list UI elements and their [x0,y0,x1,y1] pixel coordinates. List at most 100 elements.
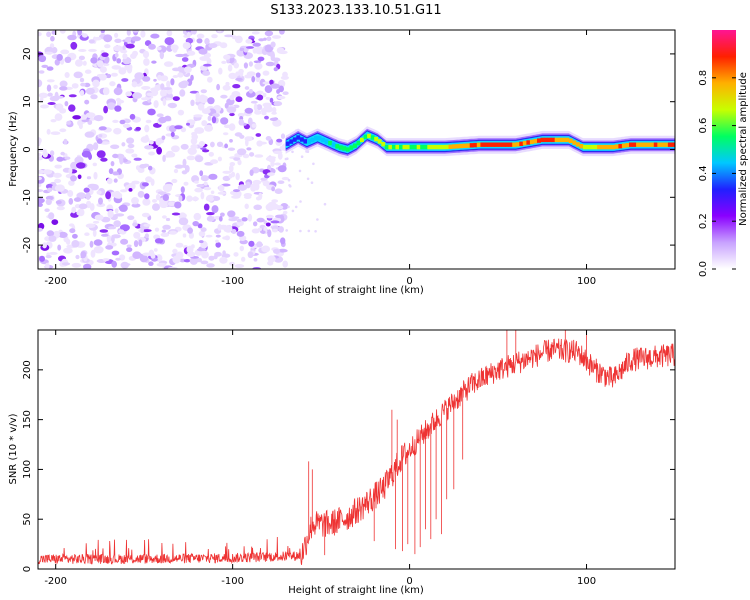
noise-blob [189,257,198,265]
signal-core [483,142,488,147]
noise-blob [248,89,253,94]
noise-blob [155,194,161,201]
signal-core [473,142,478,148]
noise-blob [64,72,70,78]
noise-blob [71,206,77,214]
noise-blob [229,139,233,143]
noise-blob [87,183,98,189]
noise-blob [169,230,177,235]
noise-blob [205,234,213,238]
noise-blob [66,120,72,125]
noise-blob [120,189,128,193]
noise-blob [47,102,56,105]
noise-blob [49,43,55,49]
noise-blob [203,181,208,186]
noise-blob [44,51,54,55]
noise-blob [132,222,138,227]
noise-blob [203,203,210,211]
noise-blob [269,117,278,122]
noise-blob [148,165,153,171]
noise-blob [269,79,274,86]
noise-blob [233,189,240,193]
noise-blob [316,218,319,221]
noise-blob [255,62,262,69]
noise-blob [70,41,78,50]
noise-blob [215,239,219,243]
noise-blob [271,111,277,115]
noise-blob [251,228,260,234]
noise-blob [124,118,131,124]
noise-blob [229,261,235,266]
noise-blob [265,214,274,219]
noise-blob [294,205,298,209]
signal-core [399,144,403,150]
noise-blob [253,258,258,262]
noise-blob [264,30,274,37]
noise-blob [262,92,267,98]
noise-blob [161,229,166,233]
noise-blob [194,155,204,163]
noise-blob [181,213,187,218]
y-tick-label: 0 [22,566,33,572]
signal-core [307,139,311,144]
noise-blob [84,69,92,74]
spectrogram-y-ticks: -20 -10 0 10 20 [22,48,675,253]
signal-core [590,144,594,150]
x-tick-label: 100 [577,276,596,287]
noise-blob [174,164,184,169]
noise-blob [103,105,108,114]
noise-blob [90,94,98,100]
snr-frame [37,329,676,570]
noise-blob [108,168,114,175]
noise-blob [207,76,213,83]
signal-core [498,142,502,147]
noise-blob [92,229,97,237]
noise-blob [198,48,208,55]
noise-blob [104,44,111,49]
signal-core [455,144,460,149]
noise-blob [172,75,179,78]
noise-blob [201,108,211,115]
noise-blob [88,48,97,52]
signal-core [650,142,655,147]
noise-blob [200,191,205,200]
signal-core [335,144,340,149]
noise-blob [51,219,59,226]
signal-core [646,142,651,147]
noise-blob [68,180,75,186]
noise-blob [38,70,45,74]
noise-blob [81,119,90,123]
noise-blob [144,193,150,200]
noise-blob [222,170,232,174]
signal-core [643,142,647,147]
noise-blob [143,223,151,227]
x-tick-label: -100 [221,576,244,587]
noise-blob [218,216,223,222]
noise-blob [47,92,53,97]
noise-blob [252,47,257,54]
noise-blob [222,84,231,91]
noise-blob [78,123,83,130]
noise-blob [239,134,245,139]
x-tick-label: 100 [577,576,596,587]
noise-blob [55,103,64,111]
noise-blob [231,195,241,199]
noise-blob [112,119,119,123]
snr-series [38,330,675,565]
noise-blob [244,74,252,79]
signal-core [540,137,545,143]
noise-blob [38,79,43,88]
noise-blob [74,156,84,165]
signal-core [660,142,665,147]
noise-blob [38,202,43,207]
signal-core [515,142,520,147]
noise-blob [119,156,124,165]
noise-blob [84,131,95,138]
noise-blob [153,100,159,109]
signal-core [328,140,333,146]
noise-blob [170,78,175,86]
noise-blob [231,216,240,220]
noise-blob [152,203,160,211]
noise-blob [253,103,258,112]
noise-blob [113,45,123,52]
